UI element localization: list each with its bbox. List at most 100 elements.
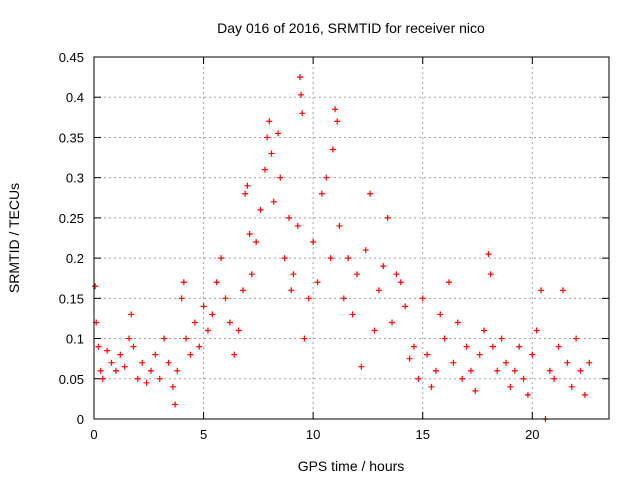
data-point bbox=[323, 174, 330, 181]
data-point bbox=[270, 198, 277, 205]
y-tick-label: 0.45 bbox=[59, 50, 84, 65]
data-point bbox=[174, 367, 181, 374]
data-point bbox=[187, 351, 194, 358]
data-point bbox=[516, 343, 523, 350]
y-tick-label: 0.3 bbox=[66, 171, 84, 186]
data-point bbox=[559, 287, 566, 294]
data-point bbox=[314, 279, 321, 286]
data-point bbox=[196, 343, 203, 350]
data-point bbox=[402, 303, 409, 310]
data-point bbox=[520, 375, 527, 382]
y-tick-label: 0.4 bbox=[66, 90, 84, 105]
data-point bbox=[393, 271, 400, 278]
data-point bbox=[586, 359, 593, 366]
y-tick-label: 0.25 bbox=[59, 211, 84, 226]
data-point bbox=[130, 343, 137, 350]
data-point bbox=[489, 343, 496, 350]
data-point bbox=[248, 271, 255, 278]
data-point bbox=[261, 166, 268, 173]
data-point bbox=[95, 343, 102, 350]
data-point bbox=[446, 279, 453, 286]
data-point bbox=[286, 214, 293, 221]
data-point bbox=[112, 367, 119, 374]
data-point bbox=[209, 311, 216, 318]
data-point bbox=[329, 146, 336, 153]
data-point bbox=[485, 251, 492, 258]
x-tick-label: 5 bbox=[200, 427, 207, 442]
data-point bbox=[406, 355, 413, 362]
data-point bbox=[424, 351, 431, 358]
grid-layer bbox=[94, 57, 609, 419]
data-point bbox=[242, 190, 249, 197]
data-point bbox=[288, 287, 295, 294]
data-point bbox=[362, 247, 369, 254]
plot-frame bbox=[93, 56, 610, 420]
data-point bbox=[472, 387, 479, 394]
data-point bbox=[428, 383, 435, 390]
data-point bbox=[281, 255, 288, 262]
data-point bbox=[441, 335, 448, 342]
data-point bbox=[353, 271, 360, 278]
data-point bbox=[218, 255, 225, 262]
data-point bbox=[128, 311, 135, 318]
data-point bbox=[277, 174, 284, 181]
data-point bbox=[257, 206, 264, 213]
x-tick-label: 0 bbox=[90, 427, 97, 442]
data-point bbox=[410, 343, 417, 350]
data-point bbox=[568, 383, 575, 390]
y-axis-label: SRMTID / TECUs bbox=[6, 183, 22, 293]
data-point bbox=[152, 351, 159, 358]
y-tick-label: 0.35 bbox=[59, 130, 84, 145]
data-point bbox=[310, 239, 317, 246]
data-point bbox=[108, 359, 115, 366]
data-point bbox=[332, 106, 339, 113]
data-point bbox=[476, 351, 483, 358]
y-tick-label: 0.1 bbox=[66, 332, 84, 347]
data-point bbox=[397, 279, 404, 286]
data-point bbox=[161, 335, 168, 342]
data-point bbox=[498, 335, 505, 342]
data-point bbox=[299, 110, 306, 117]
data-point bbox=[450, 359, 457, 366]
x-tick-label: 15 bbox=[415, 427, 429, 442]
data-point bbox=[222, 295, 229, 302]
data-point bbox=[294, 222, 301, 229]
data-point bbox=[191, 319, 198, 326]
data-point bbox=[298, 91, 305, 98]
data-point bbox=[511, 367, 518, 374]
data-point bbox=[301, 335, 308, 342]
data-point bbox=[524, 391, 531, 398]
y-tick-label: 0 bbox=[77, 412, 84, 427]
data-point bbox=[266, 118, 273, 125]
data-point bbox=[463, 343, 470, 350]
data-point bbox=[169, 383, 176, 390]
data-point bbox=[538, 287, 545, 294]
data-point bbox=[573, 335, 580, 342]
data-point bbox=[507, 383, 514, 390]
tick-layer: 0 0.05 0.1 0.15 0.2 0.25 0.3 0.35 0.4 0.45 0 5 10 15 2… bbox=[59, 50, 609, 442]
data-point bbox=[165, 359, 172, 366]
data-point bbox=[481, 327, 488, 334]
data-point bbox=[97, 367, 104, 374]
x-tick-label: 20 bbox=[525, 427, 539, 442]
data-point bbox=[384, 214, 391, 221]
data-point bbox=[375, 287, 382, 294]
data-point bbox=[555, 343, 562, 350]
data-point bbox=[290, 271, 297, 278]
data-point bbox=[487, 271, 494, 278]
data-point bbox=[419, 295, 426, 302]
data-point bbox=[126, 335, 133, 342]
data-point bbox=[367, 190, 374, 197]
data-point bbox=[92, 283, 99, 290]
data-point bbox=[336, 222, 343, 229]
data-points bbox=[92, 74, 593, 422]
data-point bbox=[318, 190, 325, 197]
data-point bbox=[297, 74, 303, 81]
data-point bbox=[253, 239, 260, 246]
data-point bbox=[459, 375, 466, 382]
data-point bbox=[349, 311, 356, 318]
data-point bbox=[244, 182, 251, 189]
data-point bbox=[213, 279, 220, 286]
y-tick-label: 0.2 bbox=[66, 251, 84, 266]
